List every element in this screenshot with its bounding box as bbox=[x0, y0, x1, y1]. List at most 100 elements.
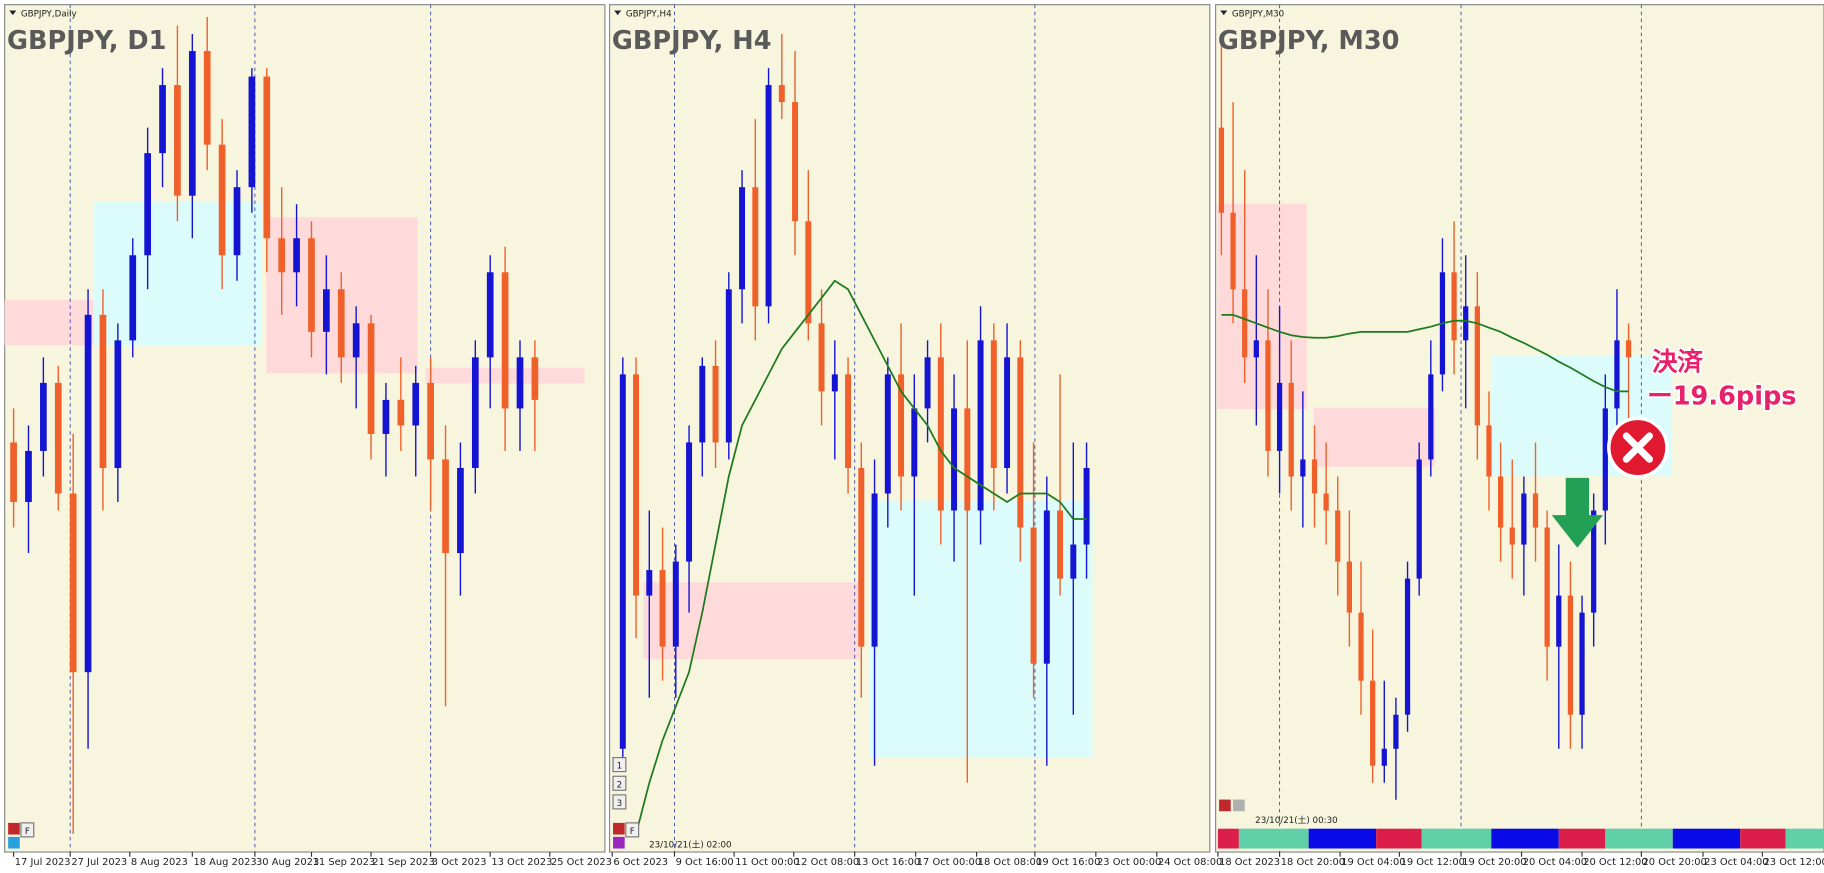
dropdown-icon bbox=[1220, 10, 1228, 16]
x-tick-label: 13 Oct 2023 bbox=[491, 857, 552, 868]
candle-body bbox=[10, 442, 17, 503]
candle-body bbox=[937, 357, 944, 511]
candle-body bbox=[1242, 289, 1248, 358]
candle-body bbox=[308, 238, 315, 332]
x-tick-label: 27 Jul 2023 bbox=[71, 857, 127, 868]
x-tick-label: 6 Oct 2023 bbox=[613, 857, 668, 868]
zone bbox=[643, 582, 860, 660]
x-tick-label: 19 Oct 04:00 bbox=[1341, 857, 1405, 868]
panel-button[interactable] bbox=[625, 822, 640, 838]
x-tick-label: 23 Oct 04:00 bbox=[1704, 857, 1768, 868]
candle-body bbox=[1017, 357, 1024, 528]
candle-body bbox=[1083, 467, 1090, 545]
candle-body bbox=[486, 272, 494, 358]
plot-content bbox=[4, 4, 585, 853]
chart-title: GBPJPY, D1 bbox=[7, 26, 166, 56]
candle-body bbox=[739, 187, 746, 290]
candle-body bbox=[818, 323, 825, 392]
candle-body bbox=[884, 374, 891, 494]
candle-body bbox=[1556, 595, 1562, 647]
indicator-segment bbox=[1217, 828, 1239, 849]
zone bbox=[93, 201, 262, 346]
minimize-button[interactable] bbox=[613, 836, 625, 849]
panel-button[interactable] bbox=[612, 794, 627, 810]
x-tick-label: 18 Aug 2023 bbox=[193, 857, 256, 868]
candle-body bbox=[1370, 680, 1376, 766]
candle-body bbox=[1532, 493, 1539, 528]
x-tick-label: 13 Oct 16:00 bbox=[856, 857, 920, 868]
sell-arrow bbox=[1551, 477, 1603, 548]
candle-body bbox=[233, 187, 241, 256]
indicator-segment bbox=[1308, 828, 1377, 849]
candle-body bbox=[367, 323, 375, 434]
candle-body bbox=[1544, 527, 1550, 647]
candle-body bbox=[1416, 459, 1422, 579]
minimize-button[interactable] bbox=[1233, 799, 1245, 812]
x-tick-label: 19 Oct 16:00 bbox=[1036, 857, 1100, 868]
indicator-segment bbox=[1740, 828, 1786, 849]
timestamp: 23/10/21(土) 02:00 bbox=[649, 838, 731, 850]
candle-body bbox=[69, 493, 77, 673]
dropdown-icon bbox=[614, 10, 622, 16]
candle-body bbox=[686, 442, 693, 562]
candle-body bbox=[1070, 544, 1077, 579]
candle-body bbox=[144, 153, 151, 256]
candle-body bbox=[1004, 357, 1011, 468]
candle-body bbox=[501, 272, 509, 409]
plot-content bbox=[619, 4, 1093, 853]
timestamp: 23/10/21(土) 00:30 bbox=[1255, 814, 1337, 826]
candle-body bbox=[792, 102, 799, 222]
candle-body bbox=[1404, 578, 1411, 715]
panel-button[interactable] bbox=[612, 775, 627, 791]
candle-body bbox=[1300, 459, 1306, 477]
panel-button[interactable] bbox=[20, 822, 35, 838]
x-tick-label: 20 Oct 20:00 bbox=[1643, 857, 1707, 868]
candle-body bbox=[159, 85, 166, 154]
indicator-segment bbox=[1491, 828, 1559, 849]
candle-body bbox=[712, 365, 719, 443]
minimize-button[interactable] bbox=[8, 836, 20, 849]
chart-title: GBPJPY, M30 bbox=[1218, 26, 1400, 56]
candle-body bbox=[1043, 510, 1050, 664]
close-button[interactable] bbox=[1219, 799, 1231, 812]
candle-body bbox=[1497, 476, 1504, 528]
candle-body bbox=[84, 314, 92, 673]
candle-body bbox=[898, 374, 905, 477]
chart-title: GBPJPY, H4 bbox=[612, 26, 772, 56]
candle-body bbox=[1393, 714, 1399, 749]
plot-content bbox=[1217, 4, 1673, 853]
x-tick-label: 24 Oct 08:00 bbox=[1158, 857, 1222, 868]
candle-body bbox=[831, 374, 838, 392]
candle-body bbox=[397, 399, 405, 426]
candle-body bbox=[188, 51, 196, 196]
symbol-label: GBPJPY,H4 bbox=[626, 9, 672, 19]
candle-body bbox=[1579, 612, 1585, 715]
candle-body bbox=[1463, 306, 1469, 341]
candle-body bbox=[1335, 510, 1341, 562]
candle-body bbox=[1486, 425, 1492, 477]
close-button[interactable] bbox=[613, 822, 625, 835]
candle-body bbox=[1276, 382, 1283, 451]
indicator-segment bbox=[1238, 828, 1309, 849]
candle-body bbox=[871, 493, 878, 647]
candle-body bbox=[218, 144, 226, 256]
candle-body bbox=[699, 365, 706, 443]
candle-body bbox=[99, 314, 107, 468]
x-tick-label: 18 Oct 08:00 bbox=[978, 857, 1042, 868]
candle-body bbox=[40, 382, 47, 451]
panel-button-label: 2 bbox=[617, 780, 623, 790]
dropdown-icon bbox=[9, 10, 17, 16]
x-tick-label: 17 Jul 2023 bbox=[15, 857, 71, 868]
close-button[interactable] bbox=[8, 822, 20, 835]
candle-body bbox=[778, 85, 785, 103]
candle-body bbox=[352, 323, 360, 358]
indicator-segment bbox=[1421, 828, 1492, 849]
chart-panel: 17 Jul 2023 27 Jul 2023 8 Aug 2023 18 Aug 2… bbox=[4, 4, 612, 868]
candle-body bbox=[114, 340, 122, 468]
indicator-segment bbox=[1785, 828, 1824, 849]
panel-button[interactable] bbox=[612, 757, 627, 773]
panel-button-label: F bbox=[630, 827, 635, 837]
x-tick-label: 23 Oct 12:00 bbox=[1764, 857, 1824, 868]
candle-body bbox=[516, 357, 524, 409]
candle-body bbox=[174, 85, 181, 196]
